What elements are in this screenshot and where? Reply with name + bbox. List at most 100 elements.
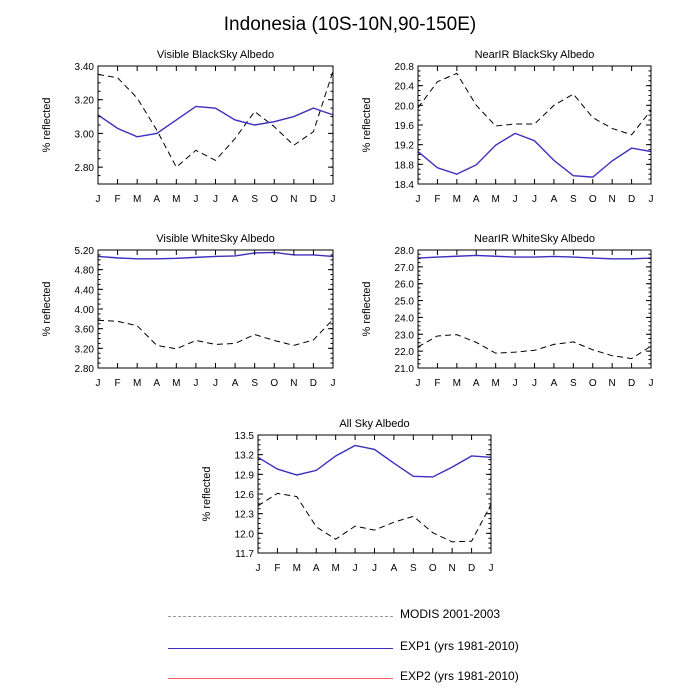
x-tick-label: D <box>310 378 317 389</box>
series-line-modis <box>97 70 334 168</box>
x-tick-label: A <box>153 194 160 205</box>
series-line-modis <box>257 492 492 543</box>
y-tick-label: 3.40 <box>75 62 95 73</box>
y-tick-label: 2.80 <box>75 364 95 375</box>
y-tick-label: 12.0 <box>235 529 255 540</box>
x-tick-label: A <box>232 378 239 389</box>
x-tick-label: N <box>609 378 616 389</box>
x-tick-label: J <box>331 378 336 389</box>
x-tick-label: O <box>589 194 597 205</box>
x-tick-label: J <box>213 378 218 389</box>
x-tick-label: A <box>473 194 480 205</box>
y-tick-label: 19.2 <box>395 141 415 152</box>
x-tick-label: S <box>570 378 577 389</box>
x-tick-label: S <box>410 563 417 574</box>
series-line-modis <box>417 334 652 360</box>
x-tick-label: J <box>532 378 537 389</box>
legend-label-modis: MODIS 2001-2003 <box>400 607 501 621</box>
y-tick-label: 12.3 <box>235 510 255 521</box>
series-line-exp1 <box>97 105 334 138</box>
y-axis-label: % reflected <box>201 466 213 521</box>
x-tick-label: F <box>115 194 121 205</box>
y-tick-label: 20.8 <box>395 62 415 73</box>
plot-frame <box>97 249 334 369</box>
y-tick-label: 22.0 <box>395 347 415 358</box>
x-tick-label: M <box>293 563 301 574</box>
x-tick-label: M <box>133 194 141 205</box>
x-tick-label: M <box>172 194 180 205</box>
chart-title: NearIR WhiteSky Albedo <box>474 233 595 245</box>
x-tick-label: M <box>133 378 141 389</box>
y-tick-label: 3.60 <box>75 325 95 336</box>
x-tick-label: A <box>153 378 160 389</box>
x-tick-label: J <box>96 194 101 205</box>
x-tick-label: A <box>232 194 239 205</box>
x-tick-label: O <box>589 378 597 389</box>
y-tick-label: 3.20 <box>75 344 95 355</box>
plot-frame <box>417 65 652 185</box>
x-tick-label: M <box>453 194 461 205</box>
x-tick-label: N <box>290 378 297 389</box>
y-tick-label: 18.8 <box>395 160 415 171</box>
legend-item-modis: MODIS 2001-2003 <box>168 606 568 626</box>
x-tick-label: J <box>416 378 421 389</box>
y-tick-label: 13.5 <box>235 431 255 442</box>
x-tick-label: J <box>532 194 537 205</box>
x-tick-label: O <box>270 194 278 205</box>
series-line-exp1 <box>417 254 652 260</box>
x-tick-label: J <box>372 563 377 574</box>
y-axis-label: % reflected <box>361 97 373 152</box>
x-tick-label: N <box>609 194 616 205</box>
y-tick-label: 11.7 <box>235 549 254 560</box>
legend-item-exp2: EXP2 (yrs 1981-2010) <box>168 668 568 688</box>
x-tick-label: J <box>193 194 198 205</box>
y-tick-label: 27.0 <box>395 263 415 274</box>
y-tick-label: 25.0 <box>395 297 415 308</box>
x-tick-label: M <box>172 378 180 389</box>
x-tick-label: S <box>251 378 258 389</box>
x-tick-label: D <box>310 194 317 205</box>
series-line-modis <box>417 72 652 136</box>
x-tick-label: M <box>491 194 499 205</box>
series-line-exp1 <box>257 444 492 478</box>
legend-label-exp2: EXP2 (yrs 1981-2010) <box>400 669 519 683</box>
x-tick-label: J <box>513 194 518 205</box>
x-tick-label: J <box>489 563 494 574</box>
x-tick-label: D <box>628 378 635 389</box>
x-tick-label: J <box>649 378 654 389</box>
y-tick-label: 2.80 <box>75 163 95 174</box>
y-tick-label: 4.80 <box>75 266 95 277</box>
x-tick-label: J <box>213 194 218 205</box>
x-tick-label: J <box>353 563 358 574</box>
x-tick-label: M <box>331 563 339 574</box>
page-title: Indonesia (10S-10N,90-150E) <box>223 14 477 35</box>
y-tick-label: 3.20 <box>75 96 95 107</box>
x-tick-label: J <box>416 194 421 205</box>
y-tick-label: 4.40 <box>75 285 95 296</box>
x-tick-label: F <box>274 563 280 574</box>
y-tick-label: 20.0 <box>395 101 415 112</box>
legend-label-exp1: EXP1 (yrs 1981-2010) <box>400 639 519 653</box>
x-tick-label: N <box>290 194 297 205</box>
chart-panel-0: Visible BlackSky Albedo % reflected J F M A M J… <box>41 49 336 205</box>
x-tick-label: O <box>429 563 437 574</box>
plot-frame <box>257 434 492 554</box>
x-tick-label: O <box>270 378 278 389</box>
series-line-modis <box>97 318 334 350</box>
x-tick-label: J <box>649 194 654 205</box>
y-tick-label: 24.0 <box>395 313 415 324</box>
x-tick-label: A <box>391 563 398 574</box>
series-line-exp1 <box>417 132 652 178</box>
chart-title: Visible BlackSky Albedo <box>157 49 274 61</box>
y-tick-label: 28.0 <box>395 246 415 257</box>
y-tick-label: 21.0 <box>395 364 415 375</box>
y-tick-label: 18.4 <box>395 180 415 191</box>
y-tick-label: 12.6 <box>235 490 255 501</box>
plot-frame <box>97 65 334 185</box>
x-tick-label: A <box>551 194 558 205</box>
y-tick-label: 26.0 <box>395 280 415 291</box>
